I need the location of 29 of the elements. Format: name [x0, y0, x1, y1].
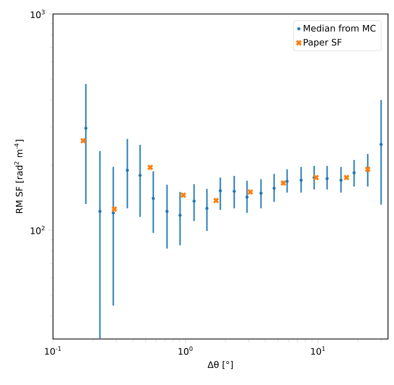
- point: [98, 210, 102, 213]
- point: [300, 178, 303, 182]
- point: [152, 196, 155, 200]
- point: [112, 211, 115, 215]
- point: [232, 190, 236, 193]
- point: [339, 178, 343, 182]
- point: [138, 174, 142, 177]
- x-axis-title: Δθ [°]: [208, 360, 233, 370]
- point: [126, 168, 129, 172]
- legend-label: Median from MC: [304, 24, 376, 32]
- y-tick-label: 10$^{3}$: [30, 10, 45, 18]
- y-tick-label: 10$^{2}$: [30, 226, 44, 234]
- point: [245, 196, 249, 199]
- point: [218, 189, 222, 192]
- legend-label: Paper SF: [304, 38, 342, 48]
- point: [192, 200, 196, 203]
- x-tick-label: 10$^{0}$: [178, 346, 192, 355]
- point: [272, 186, 276, 190]
- x-tick-label: 10$^{1}$: [311, 346, 325, 355]
- point: [259, 192, 263, 195]
- point: [352, 171, 356, 174]
- point: [178, 214, 182, 217]
- point: [84, 126, 88, 130]
- point: [380, 142, 383, 146]
- point: [205, 206, 209, 210]
- y-axis-title: RM SF [rad$^{2}$ m$^{-4}$]: [14, 140, 24, 213]
- point: [326, 177, 329, 180]
- point: [165, 210, 169, 213]
- x-tick-label: 10$^{-1}$: [45, 346, 61, 355]
